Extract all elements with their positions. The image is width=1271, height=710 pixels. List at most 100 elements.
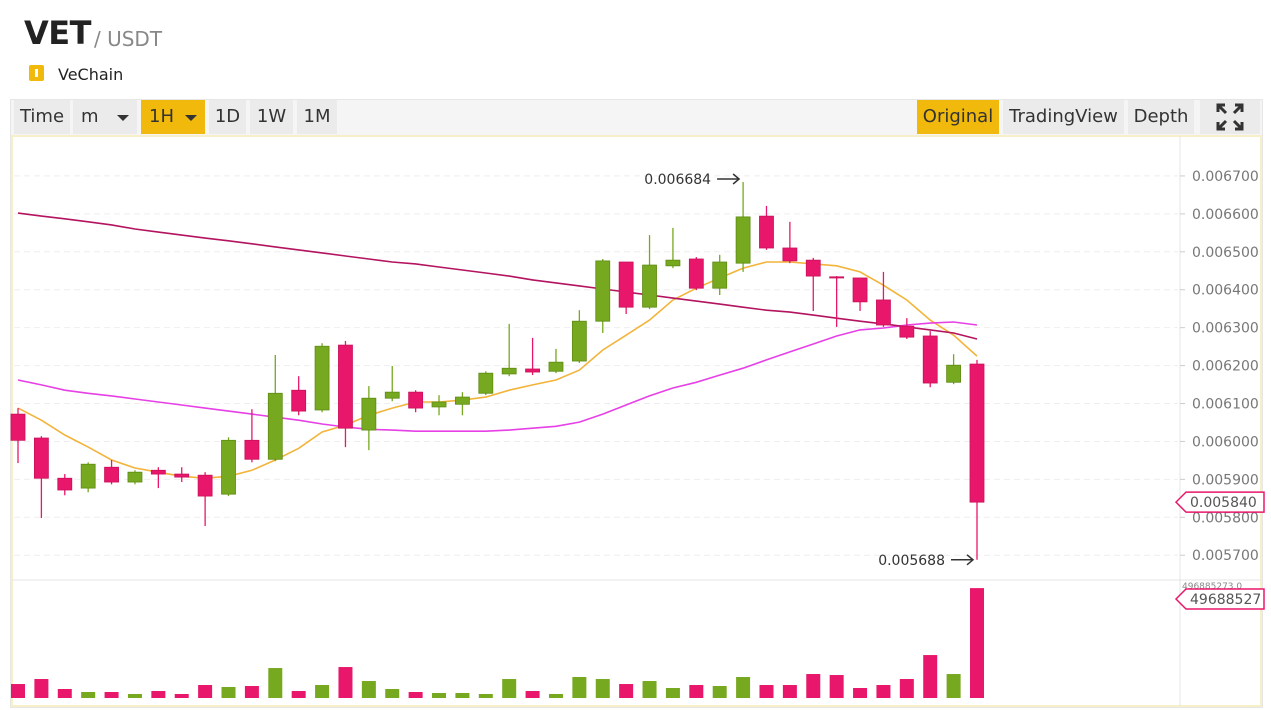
candle-body — [80, 463, 96, 489]
coin-name[interactable]: VeChain — [58, 65, 124, 84]
volume-bar — [712, 686, 727, 698]
y-tick-label: 0.005700 — [1192, 548, 1259, 564]
volume-bar — [432, 693, 447, 698]
candle-body — [969, 363, 985, 503]
depth-button[interactable]: Depth — [1128, 100, 1194, 134]
minute-label: m — [81, 106, 99, 127]
volume-bar — [338, 667, 353, 698]
volume-bar — [268, 668, 283, 698]
volume-bar — [946, 674, 961, 698]
volume-bar — [11, 684, 25, 698]
coin-icon — [29, 65, 44, 81]
y-tick-label: 0.005800 — [1192, 510, 1259, 526]
volume-bar — [525, 691, 540, 698]
volume-tag — [1174, 588, 1265, 610]
candle-body — [197, 474, 213, 497]
y-tick-label: 0.006100 — [1192, 397, 1259, 413]
annotation-arrow — [951, 554, 975, 566]
candle-body — [478, 372, 494, 394]
volume-bar — [689, 685, 704, 698]
candle-body — [899, 325, 915, 338]
volume-bar — [642, 681, 657, 698]
day-button[interactable]: 1D — [209, 100, 246, 134]
volume-bar — [970, 588, 984, 698]
volume-bar — [455, 693, 470, 698]
candle-body — [361, 397, 377, 431]
volume-bar — [127, 693, 142, 698]
pair: VET — [24, 14, 91, 52]
hour-dropdown[interactable]: 1H — [141, 100, 205, 134]
candle-body — [688, 258, 704, 289]
candle-body — [922, 335, 938, 384]
last-price-tag — [1174, 491, 1265, 513]
plot-border — [11, 135, 1262, 707]
month-button[interactable]: 1M — [297, 100, 337, 134]
time-button[interactable]: Time — [14, 100, 70, 134]
y-tick-label: 0.006600 — [1192, 207, 1259, 223]
y-tick-label: 0.006200 — [1192, 359, 1259, 375]
volume-bar — [174, 693, 189, 698]
hour-label: 1H — [149, 106, 174, 127]
candle-body — [221, 439, 236, 495]
candle-body — [712, 261, 728, 289]
candle-body — [946, 364, 962, 383]
volume-bar — [244, 686, 259, 698]
volume-bar — [198, 685, 213, 698]
volume-bar — [806, 674, 821, 698]
fullscreen-button[interactable] — [1200, 100, 1260, 134]
annotation-label: 0.005688 — [878, 553, 945, 569]
volume-axis-label: 496885273.0 — [1182, 582, 1242, 592]
candle-body — [876, 299, 891, 326]
caret — [117, 115, 129, 121]
volume-bar — [876, 685, 891, 698]
candle-body — [408, 391, 424, 409]
volume-tag-label: 49688527 — [1190, 592, 1261, 608]
week-button[interactable]: 1W — [250, 100, 293, 134]
y-tick-label: 0.006400 — [1192, 283, 1259, 299]
candle-body — [525, 368, 540, 373]
candle-body — [618, 261, 634, 308]
volume-bar — [408, 692, 423, 698]
volume-bar — [619, 684, 634, 698]
original-button[interactable]: Original — [917, 100, 999, 134]
volume-bar — [361, 681, 376, 698]
y-tick-label: 0.006700 — [1192, 169, 1259, 185]
quote: / USDT — [94, 27, 163, 51]
candle-body — [805, 259, 821, 277]
candle-body — [338, 344, 353, 429]
volume-bar — [665, 688, 680, 698]
volume-bar — [104, 692, 119, 698]
chart-frame — [10, 99, 1263, 708]
volume-bar — [57, 688, 72, 698]
volume-bar — [853, 688, 868, 698]
caret — [185, 115, 197, 121]
volume-bar — [548, 693, 563, 698]
candle-body — [665, 259, 681, 267]
candle-body — [244, 439, 260, 460]
volume-bar — [923, 655, 938, 698]
last-price-label: 0.005840 — [1190, 495, 1257, 511]
y-tick-label: 0.005900 — [1192, 472, 1259, 488]
y-tick-label: 0.006500 — [1192, 245, 1259, 261]
minute-dropdown[interactable]: m — [73, 100, 137, 134]
candle-body — [571, 320, 587, 362]
moving-average-line — [17, 321, 978, 432]
y-tick-label: 0.006000 — [1192, 434, 1259, 450]
annotation-arrow — [717, 173, 741, 185]
volume-bar — [899, 679, 914, 698]
candle-body — [384, 391, 400, 399]
candle-body — [10, 413, 26, 441]
candle-body — [314, 345, 330, 411]
fullscreen-icon — [1216, 103, 1244, 131]
y-tick-label: 0.006300 — [1192, 321, 1259, 337]
candle-body — [57, 477, 73, 491]
volume-bar — [81, 692, 96, 698]
annotation-label: 0.006684 — [644, 172, 711, 188]
tradingview-button[interactable]: TradingView — [1003, 100, 1124, 134]
candle-body — [501, 367, 517, 375]
candle-body — [431, 401, 447, 408]
moving-average-line — [17, 261, 978, 480]
volume-bar — [315, 685, 330, 698]
